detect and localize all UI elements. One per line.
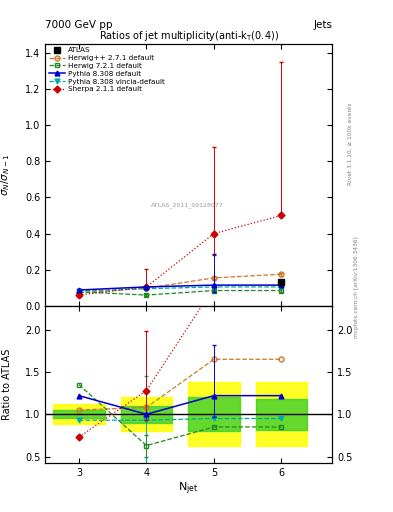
Legend: ATLAS, Herwig++ 2.7.1 default, Herwig 7.2.1 default, Pythia 8.308 default, Pythi: ATLAS, Herwig++ 2.7.1 default, Herwig 7.… — [48, 46, 166, 94]
Y-axis label: Ratio to ATLAS: Ratio to ATLAS — [2, 349, 12, 420]
X-axis label: N$_\mathrm{jet}$: N$_\mathrm{jet}$ — [178, 481, 199, 497]
Text: mcplots.cern.ch [arXiv:1306.3436]: mcplots.cern.ch [arXiv:1306.3436] — [354, 236, 359, 337]
Text: Jets: Jets — [313, 19, 332, 30]
Text: ATLAS_2011_S9128077: ATLAS_2011_S9128077 — [151, 202, 224, 208]
Text: 7000 GeV pp: 7000 GeV pp — [45, 19, 113, 30]
Text: Rivet 3.1.10, ≥ 100k events: Rivet 3.1.10, ≥ 100k events — [348, 102, 353, 185]
Y-axis label: $\sigma_N/\sigma_{N-1}$: $\sigma_N/\sigma_{N-1}$ — [0, 154, 12, 196]
Title: Ratios of jet multiplicity(anti-k$_\mathrm{T}$(0.4)): Ratios of jet multiplicity(anti-k$_\math… — [99, 29, 279, 44]
